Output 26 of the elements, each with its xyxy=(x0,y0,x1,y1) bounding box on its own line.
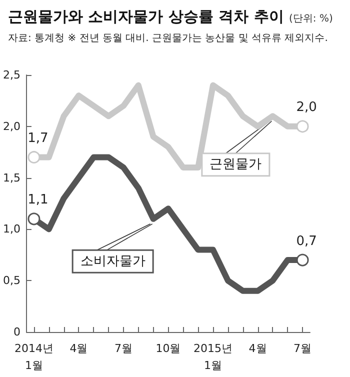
y-axis-title: (단위: %) xyxy=(289,14,333,24)
y-tick-label: 0,5 xyxy=(2,274,20,288)
x-tick-label: 7월 xyxy=(294,342,312,355)
x-tick-label: 10월 xyxy=(156,342,181,355)
chart-title: 근원물가와 소비자물가 상승률 격차 추이 xyxy=(8,8,284,26)
y-tick-label: 2,0 xyxy=(2,120,20,133)
chart-subtitle: 자료: 통계청 ※ 전년 동월 대비. 근원물가는 농산물 및 석유류 제외지수. xyxy=(8,33,328,44)
y-tick-label: 1,5 xyxy=(2,171,20,184)
y-tick-label: 2,5 xyxy=(2,68,20,82)
y-tick-label: 1,0 xyxy=(2,222,20,236)
data-label: 0,7 xyxy=(296,234,317,249)
data-label: 1,7 xyxy=(28,130,48,146)
text: 소비자물가 xyxy=(80,254,146,269)
y-tick-label: 0 xyxy=(13,326,20,338)
x-tick-label: 2015년 1월 xyxy=(194,342,233,372)
x-tick-label: 4월 xyxy=(70,342,88,355)
data-label: 1,1 xyxy=(28,192,48,208)
point xyxy=(28,150,40,164)
point xyxy=(296,120,309,133)
point xyxy=(28,212,40,226)
x-tick-label: 4월 xyxy=(248,342,267,355)
point xyxy=(296,254,309,266)
data-label: 2,0 xyxy=(296,100,317,116)
x-tick-label: 2014년 1월 xyxy=(14,342,54,372)
series-label: 근원물가 xyxy=(210,157,262,172)
x-tick-label: 7월 xyxy=(114,342,132,355)
